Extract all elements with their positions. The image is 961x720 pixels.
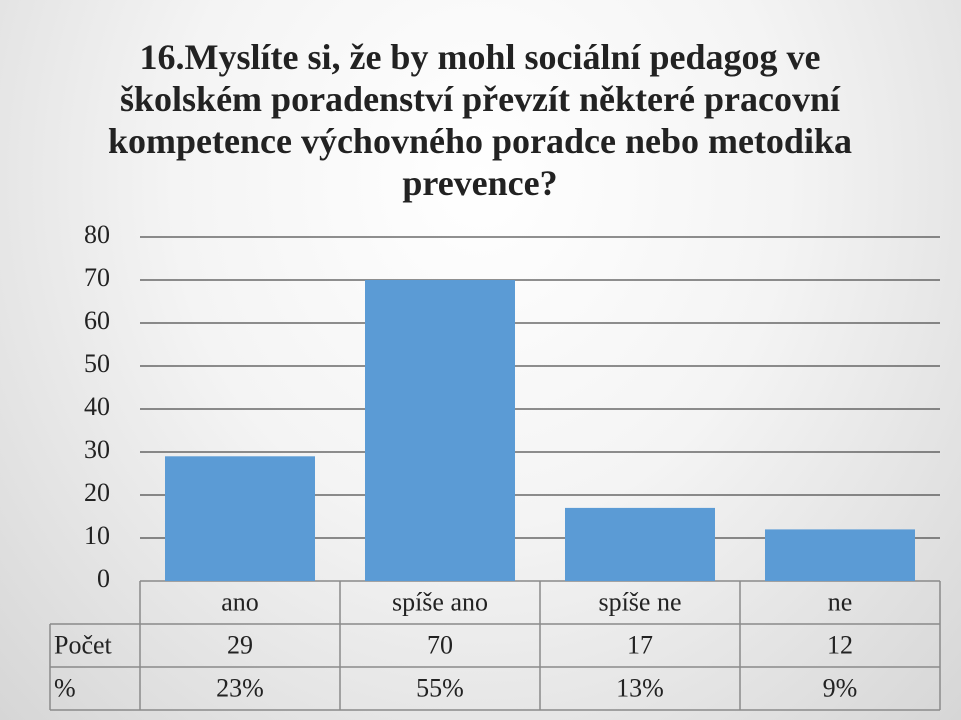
table-cell: 70 bbox=[427, 630, 453, 659]
y-tick-label: 0 bbox=[97, 564, 110, 593]
table-cell: 17 bbox=[627, 630, 653, 659]
x-tick-label: spíše ano bbox=[392, 587, 488, 616]
y-tick-label: 30 bbox=[84, 435, 110, 464]
table-cell: 55% bbox=[416, 673, 464, 702]
table-cell: 23% bbox=[216, 673, 264, 702]
y-tick-label: 10 bbox=[84, 521, 110, 550]
y-tick-label: 70 bbox=[84, 263, 110, 292]
table-cell: 9% bbox=[823, 673, 858, 702]
bar bbox=[365, 280, 515, 581]
x-tick-label: spíše ne bbox=[598, 587, 681, 616]
y-tick-label: 50 bbox=[84, 349, 110, 378]
x-tick-label: ano bbox=[221, 587, 259, 616]
x-tick-label: ne bbox=[828, 587, 853, 616]
y-tick-label: 20 bbox=[84, 478, 110, 507]
bar bbox=[565, 507, 715, 581]
chart-title: 16.Myslíte si, že by mohl sociální pedag… bbox=[108, 37, 852, 203]
y-tick-label: 60 bbox=[84, 306, 110, 335]
table-row-label: % bbox=[54, 673, 76, 702]
table-row-label: Počet bbox=[54, 630, 113, 659]
bar bbox=[765, 529, 915, 581]
bar bbox=[165, 456, 315, 581]
table-cell: 29 bbox=[227, 630, 253, 659]
table-cell: 13% bbox=[616, 673, 664, 702]
table-cell: 12 bbox=[827, 630, 853, 659]
y-tick-label: 80 bbox=[84, 220, 110, 249]
y-tick-label: 40 bbox=[84, 392, 110, 421]
